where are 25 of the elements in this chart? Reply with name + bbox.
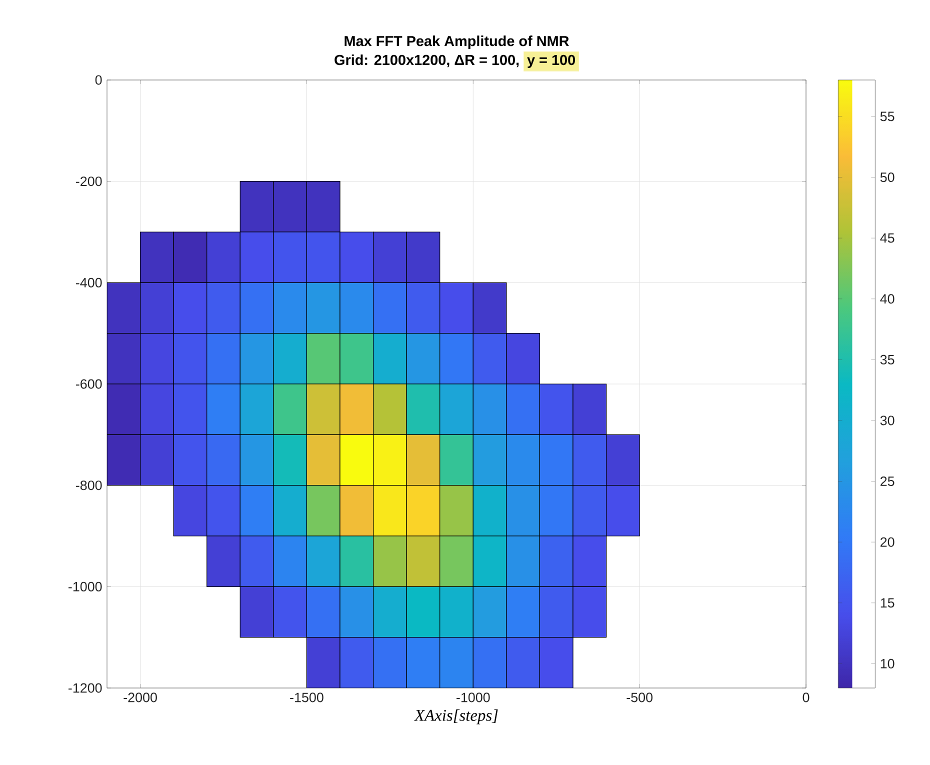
chart-subtitle: Grid: 2100x1200, ΔR = 100, (334, 54, 519, 68)
x-tick-label: -2000 (124, 692, 157, 702)
color-bar-label: 15 (880, 598, 894, 608)
y-tick-label: -200 (76, 176, 102, 186)
color-bar-label: 20 (880, 537, 894, 547)
color-bar-label: 45 (880, 233, 894, 243)
x-axis-title: XAxis[steps] (414, 709, 498, 724)
y-tick-label: -1000 (68, 582, 102, 592)
chart-title: Max FFT Peak Amplitude of NMR (344, 36, 569, 50)
y-tick-label: -1200 (68, 683, 102, 693)
y-tick-label: -400 (76, 278, 102, 288)
color-bar-label: 40 (880, 294, 894, 304)
color-bar-label: 25 (880, 476, 894, 486)
y-tick-label: -600 (76, 379, 102, 389)
y-tick-label: -800 (76, 480, 102, 490)
color-bar-label: 55 (880, 112, 894, 122)
color-bar-label: 30 (880, 416, 894, 426)
x-tick-label: -1000 (456, 692, 490, 702)
color-bar-label: 35 (880, 354, 894, 364)
y-tick-label: 0 (95, 75, 102, 85)
color-bar-label: 50 (880, 172, 894, 182)
color-bar-label: 10 (880, 658, 894, 668)
x-tick-label: -500 (626, 692, 653, 702)
x-tick-label: 0 (802, 692, 810, 702)
x-tick-label: -1500 (290, 692, 324, 702)
